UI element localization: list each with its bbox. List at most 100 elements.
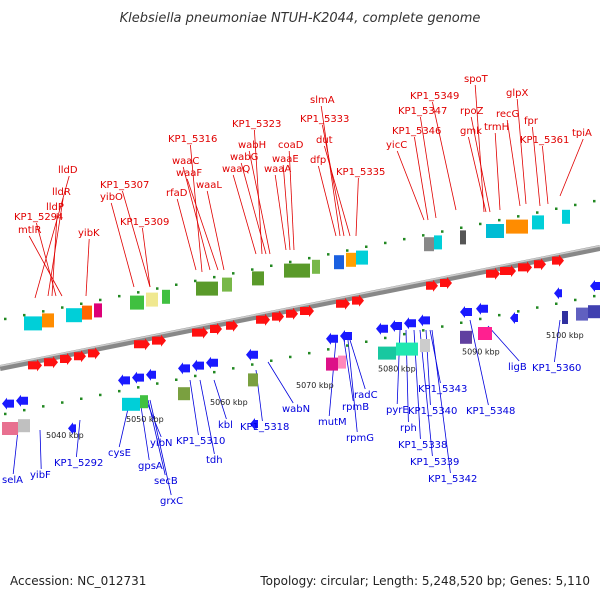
lane-dot — [80, 302, 83, 305]
reverse-gene-label: KP1_5338 — [398, 440, 447, 451]
forward-gene-label: recG — [496, 109, 519, 120]
reverse-gene-label: KP1_5342 — [428, 474, 477, 485]
feature-block — [378, 346, 396, 360]
reverse-gene-label: cysE — [108, 448, 131, 459]
lane-dot — [422, 329, 425, 332]
forward-gene-arrow — [134, 338, 150, 351]
leader-line — [322, 124, 345, 237]
lane-dot — [175, 283, 178, 286]
lane-dot — [232, 367, 235, 370]
lane-dot — [517, 215, 520, 218]
lane-dot — [536, 306, 539, 309]
feature-block — [94, 303, 102, 318]
leader-line — [39, 429, 42, 470]
leader-line — [240, 162, 267, 255]
leader-line — [414, 136, 429, 221]
accession-text: Accession: NC_012731 — [10, 574, 147, 588]
forward-gene-label: KP1_5335 — [336, 167, 385, 178]
leader-line — [36, 222, 57, 297]
lane-dot — [175, 378, 178, 381]
feature-block — [18, 419, 30, 433]
scale-tick-label: 5050 kbp — [126, 415, 164, 424]
feature-block — [42, 313, 54, 328]
forward-gene-label: KP1_5347 — [398, 106, 447, 117]
feature-block — [248, 373, 258, 387]
lane-dot — [213, 275, 216, 279]
leader-line — [324, 145, 351, 237]
lane-dot — [593, 294, 596, 298]
lane-dot — [61, 306, 64, 309]
feature-block — [460, 230, 466, 245]
reverse-gene-label: tdh — [206, 455, 223, 466]
forward-gene-label: waaQ — [222, 164, 250, 175]
leader-line — [47, 197, 64, 297]
forward-gene-label: KP1_5346 — [392, 126, 441, 137]
leader-line — [320, 105, 341, 237]
reverse-gene-label: KP1_5348 — [466, 406, 515, 417]
forward-gene-label: rpoZ — [460, 106, 484, 117]
forward-gene-arrow — [74, 350, 86, 363]
lane-dot — [118, 294, 121, 298]
forward-gene-label: dfp — [310, 155, 326, 166]
lane-dot — [42, 405, 45, 408]
reverse-gene-arrow — [554, 287, 562, 300]
forward-gene-arrow — [336, 297, 350, 310]
feature-block — [162, 289, 170, 304]
leader-line — [12, 429, 19, 475]
leader-line — [149, 399, 172, 496]
scale-tick-label: 5060 kbp — [210, 398, 248, 407]
forward-gene-label: KP1_5294 — [14, 212, 63, 223]
reverse-gene-label: kbl — [218, 420, 233, 431]
leader-line — [468, 136, 487, 213]
leader-line — [343, 339, 354, 402]
reverse-gene-label: KP1_5340 — [408, 406, 457, 417]
reverse-gene-arrow — [476, 302, 488, 315]
leader-line — [349, 339, 366, 390]
lane-dot — [156, 382, 159, 385]
feature-block — [576, 307, 588, 321]
forward-gene-label: waaL — [196, 180, 222, 191]
lane-dot — [384, 336, 387, 340]
lane-dot — [517, 310, 520, 313]
reverse-gene-arrow — [192, 359, 204, 372]
leader-line — [85, 238, 90, 297]
lane-dot — [555, 302, 558, 305]
scale-tick-label: 5040 kbp — [46, 431, 84, 440]
feature-block — [178, 387, 190, 401]
leader-line — [542, 145, 549, 205]
feature-block — [252, 271, 264, 286]
leader-line — [122, 190, 151, 288]
leader-line — [396, 150, 425, 221]
feature-block — [130, 295, 144, 310]
leader-line — [431, 329, 451, 474]
reverse-gene-label: ligB — [508, 362, 527, 373]
lane-dot — [365, 245, 368, 248]
leader-line — [76, 419, 81, 458]
reverse-gene-arrow — [404, 317, 416, 330]
reverse-gene-label: radC — [354, 390, 378, 401]
reverse-gene-label: gpsA — [138, 461, 163, 472]
lane-dot — [251, 268, 254, 271]
lane-dot — [403, 237, 406, 241]
feature-block — [222, 277, 232, 292]
lane-dot — [194, 374, 197, 378]
lane-dot — [574, 203, 577, 207]
reverse-gene-arrow — [418, 314, 430, 327]
reverse-gene-label: KP1_5360 — [532, 363, 581, 374]
reverse-gene-arrow — [16, 394, 28, 407]
lane-dot — [441, 230, 444, 233]
forward-gene-arrow — [44, 356, 58, 369]
forward-gene-label: lldD — [58, 165, 78, 176]
feature-block — [424, 237, 434, 252]
genome-summary-text: Topology: circular; Length: 5,248,520 bp… — [260, 574, 590, 588]
feature-block — [284, 263, 310, 278]
lane-dot — [308, 256, 311, 260]
forward-gene-label: gmk — [460, 126, 482, 137]
lane-dot — [99, 393, 102, 397]
reverse-gene-label: selA — [2, 475, 23, 486]
forward-gene-label: waaC — [172, 156, 199, 167]
forward-gene-arrow — [256, 313, 270, 326]
reverse-gene-label: yibF — [30, 470, 51, 481]
feature-block — [122, 397, 140, 411]
